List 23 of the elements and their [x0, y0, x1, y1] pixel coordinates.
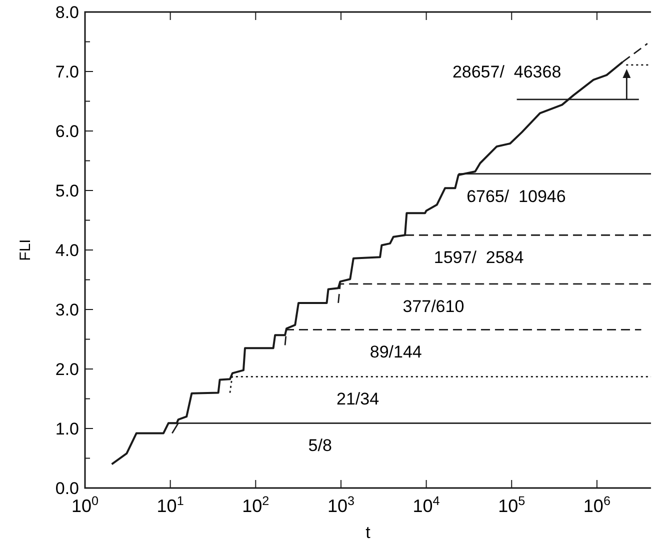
y-axis-title: FLI: [17, 239, 34, 261]
y-tick-label: 3.0: [55, 300, 79, 320]
x-tick-label: 10$^{4}$: [412, 494, 440, 516]
x-tick-label: 10$^{1}$: [156, 494, 184, 516]
y-tick-label: 1.0: [55, 419, 79, 438]
y-tick-label: 6.0: [55, 122, 79, 141]
y-tick-label: 7.0: [55, 62, 79, 82]
series-label: 1597/ 2584: [434, 248, 524, 268]
y-tick-label: 4.0: [55, 240, 79, 260]
x-axis-title: t: [366, 523, 371, 542]
series-label: 89/144: [370, 342, 422, 362]
x-tick-label: 10$^{5}$: [498, 494, 526, 516]
series-label: 6765/ 10946: [466, 186, 566, 206]
x-tick-label: 10$^{3}$: [327, 494, 354, 516]
series-label: 5/8: [308, 436, 332, 456]
y-tick-label: 2.0: [55, 360, 79, 379]
y-tick-label: 8.0: [55, 2, 79, 22]
x-tick-label: 10$^{6}$: [583, 494, 610, 516]
series-label: 377/610: [402, 296, 464, 316]
x-tick-label: 10$^{2}$: [242, 494, 270, 516]
series-label: 21/34: [336, 390, 380, 409]
series-label: 28657/ 46368: [452, 62, 562, 82]
y-tick-label: 5.0: [55, 181, 79, 200]
